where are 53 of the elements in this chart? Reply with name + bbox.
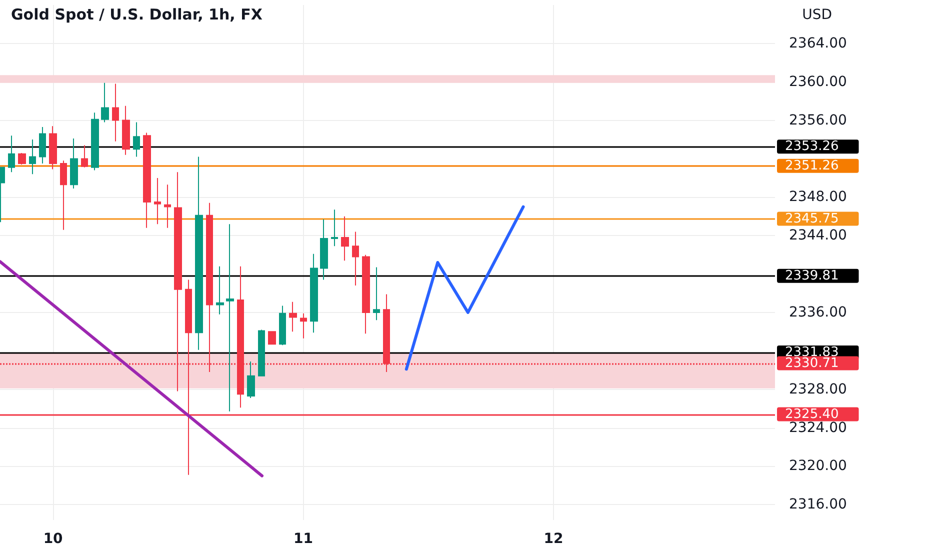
candlestick [310, 253, 318, 334]
y-tick-label: 2336.00 [789, 304, 847, 320]
y-tick-label: 2348.00 [789, 189, 847, 206]
candlestick [154, 177, 161, 225]
chart-title: Gold Spot / U.S. Dollar, 1h, FX [11, 6, 263, 24]
candlestick [8, 135, 15, 173]
candlestick [226, 224, 234, 412]
candlestick [279, 305, 286, 346]
candlestick [70, 138, 78, 190]
candlestick [122, 105, 130, 156]
y-axis-title: USD [802, 7, 832, 23]
candlestick [60, 160, 67, 230]
candlestick [258, 329, 265, 376]
candlestick [320, 218, 328, 280]
candlestick [133, 122, 140, 158]
candlestick [216, 266, 224, 315]
candlestick [49, 126, 57, 170]
candlestick [341, 216, 349, 262]
candlestick [352, 231, 359, 286]
candlestick [112, 83, 119, 142]
candlestick [331, 209, 338, 247]
x-tick-label: 12 [544, 531, 564, 547]
candlestick [81, 144, 88, 168]
candlestick [289, 301, 297, 332]
ref-line-label: 2353.26 [785, 139, 839, 154]
y-tick-label: 2360.00 [789, 74, 847, 90]
y-tick-label: 2364.00 [789, 35, 847, 52]
candlestick [373, 266, 380, 321]
y-tick-label: 2324.00 [789, 420, 847, 436]
line-series [404, 205, 525, 371]
x-tick-label: 11 [294, 531, 314, 547]
y-tick-label: 2316.00 [789, 496, 847, 513]
candlestick [91, 112, 99, 171]
y-tick-label: 2328.00 [789, 381, 847, 398]
y-tick-label: 2356.00 [789, 112, 847, 128]
x-tick-label: 10 [43, 531, 64, 547]
candlestick [300, 312, 307, 339]
candlestick [164, 184, 171, 228]
candlestick [247, 360, 255, 398]
candlestick [195, 156, 203, 350]
candlestick [268, 331, 276, 345]
candlestick [29, 139, 36, 175]
candlestick [362, 254, 370, 334]
ref-line-label: 2345.75 [785, 211, 839, 226]
y-tick-label: 2320.00 [789, 458, 847, 474]
candlestick [101, 82, 109, 123]
y-tick-label: 2344.00 [789, 228, 847, 244]
ref-line-label: 2339.81 [785, 268, 839, 284]
candlestick [39, 126, 46, 164]
candlestick [143, 132, 151, 228]
ref-line-label: 2325.40 [785, 406, 839, 422]
candlestick [18, 152, 26, 165]
ref-line-label: 2351.26 [785, 158, 839, 174]
